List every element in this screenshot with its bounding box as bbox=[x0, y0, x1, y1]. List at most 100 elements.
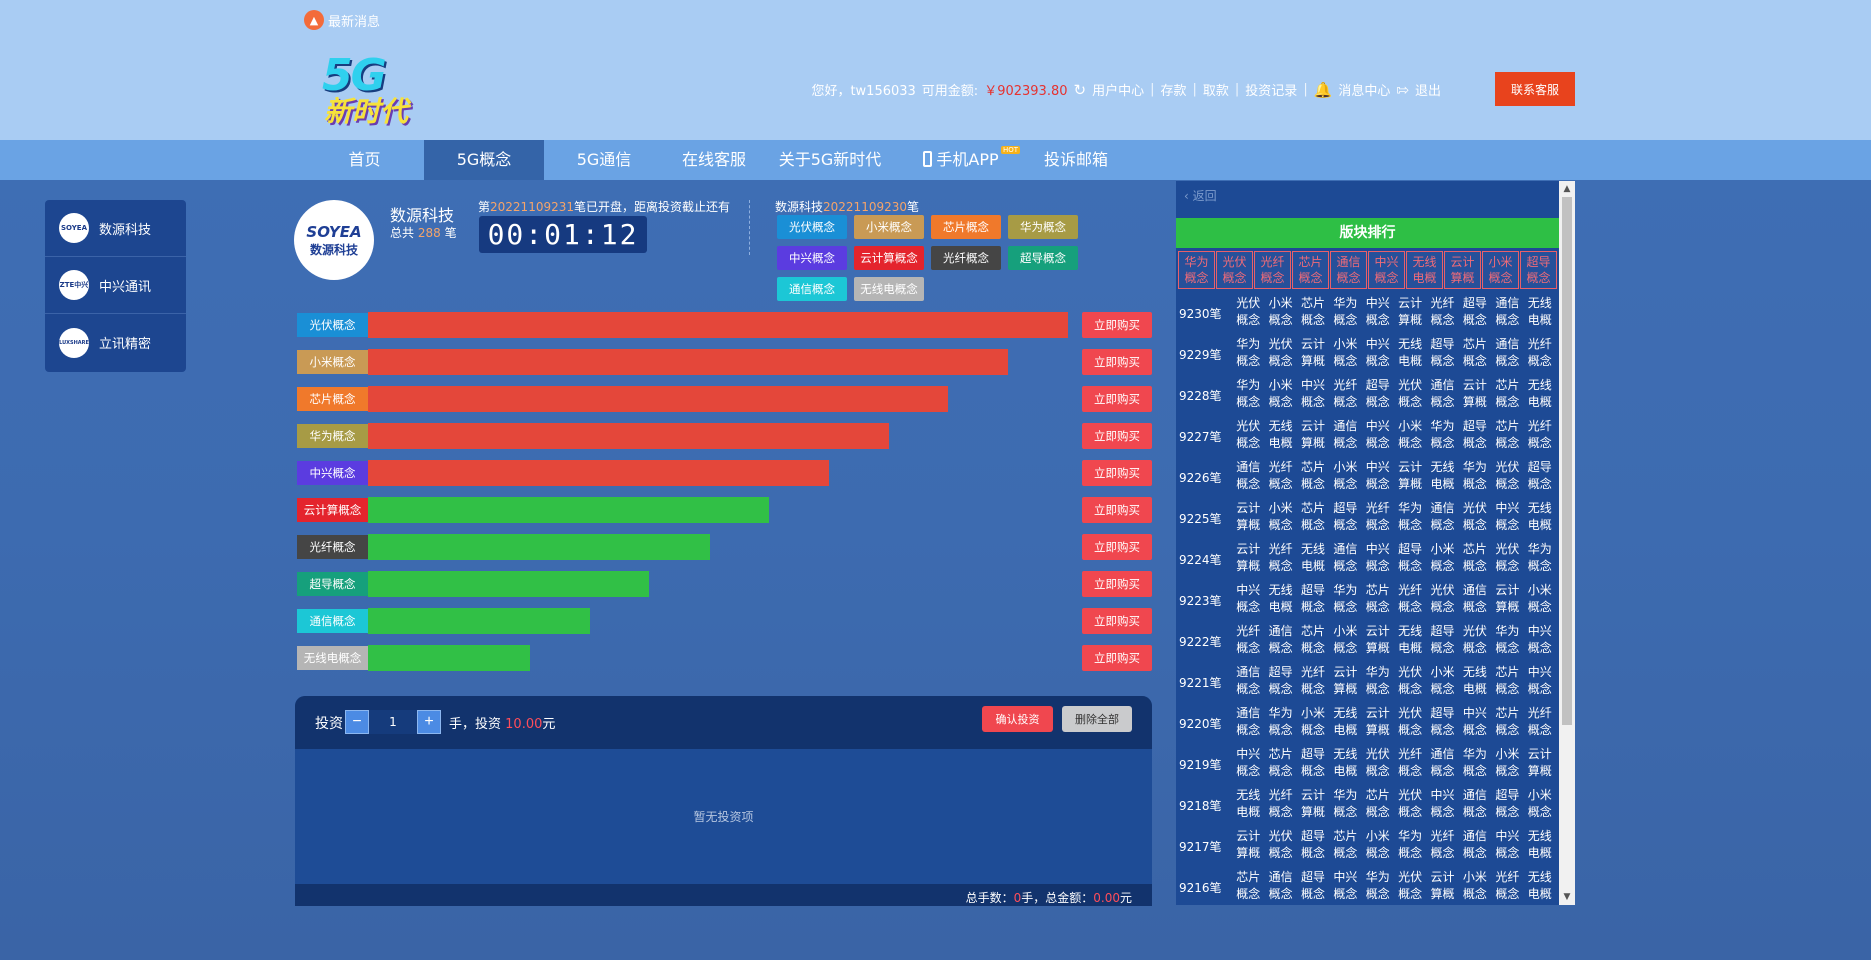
concept-tag[interactable]: 通信概念 bbox=[777, 277, 847, 301]
contact-support-button[interactable]: 联系客服 bbox=[1495, 72, 1575, 106]
message-center-link[interactable]: 消息中心 bbox=[1338, 84, 1391, 99]
withdraw-link[interactable]: 取款 bbox=[1202, 84, 1229, 99]
ranking-cell: 小米 概念 bbox=[1527, 788, 1552, 819]
nav-mobile-app[interactable]: 手机APP HOT bbox=[896, 140, 1026, 180]
ranking-cell: 小米 概念 bbox=[1430, 542, 1455, 573]
buy-now-button[interactable]: 立即购买 bbox=[1082, 534, 1152, 560]
ranking-cell: 华为 概念 bbox=[1398, 501, 1423, 532]
concept-bar bbox=[368, 386, 948, 412]
quantity-input[interactable] bbox=[369, 710, 417, 734]
site-logo[interactable]: 5G 新时代 bbox=[322, 50, 432, 128]
concept-tag[interactable]: 云计算概念 bbox=[854, 246, 924, 270]
sidebar-item-zte[interactable]: ZTE中兴 中兴通讯 bbox=[45, 257, 186, 314]
ranking-cell: 超导 概念 bbox=[1365, 378, 1390, 409]
concept-bar-label: 云计算概念 bbox=[297, 498, 368, 522]
ranking-cell: 芯片 概念 bbox=[1300, 501, 1325, 532]
sidebar-item-label: 中兴通讯 bbox=[99, 279, 152, 295]
ranking-row: 9217笔 云计 算概 光伏 概念 超导 概念 芯片 概念 小米 概念 华为 概念 光纤 概念… bbox=[1176, 826, 1559, 867]
main-nav: 首页 5G概念 5G通信 在线客服 关于5G新时代 手机APP HOT 投诉邮箱 bbox=[0, 140, 1871, 180]
buy-now-button[interactable]: 立即购买 bbox=[1082, 497, 1152, 523]
deposit-link[interactable]: 存款 bbox=[1160, 84, 1187, 99]
invest-footer: 总手数：0手，总金额：0.00元 bbox=[295, 884, 1152, 906]
concept-tag[interactable]: 超导概念 bbox=[1008, 246, 1078, 270]
ranking-cell: 通信 概念 bbox=[1236, 460, 1261, 491]
ranking-cell: 光纤 概念 bbox=[1398, 747, 1423, 778]
sidebar-item-soyea[interactable]: SOYEA 数源科技 bbox=[45, 200, 186, 257]
ranking-cell: 光伏 概念 bbox=[1268, 829, 1293, 860]
ranking-cell: 中兴 概念 bbox=[1365, 337, 1390, 368]
buy-now-button[interactable]: 立即购买 bbox=[1082, 645, 1152, 671]
ranking-cell: 无线 电概 bbox=[1236, 788, 1261, 819]
ranking-cell: 无线 电概 bbox=[1527, 296, 1552, 327]
ranking-cell: 云计 算概 bbox=[1398, 460, 1423, 491]
total-count: 288 bbox=[417, 226, 441, 240]
scroll-up-icon[interactable]: ▲ bbox=[1563, 184, 1571, 194]
ranking-row: 9223笔 中兴 概念 无线 电概 超导 概念 华为 概念 芯片 概念 光纤 概念 光伏 概念… bbox=[1176, 580, 1559, 621]
nav-home[interactable]: 首页 bbox=[348, 150, 381, 169]
nav-online-support[interactable]: 在线客服 bbox=[681, 150, 746, 169]
ranking-scrollbar[interactable]: ▲ ▼ bbox=[1559, 181, 1575, 905]
buy-now-button[interactable]: 立即购买 bbox=[1082, 608, 1152, 634]
logout-icon: ⇰ bbox=[1396, 80, 1409, 99]
ranking-cell: 华为 概念 bbox=[1236, 378, 1261, 409]
concept-tag[interactable]: 光纤概念 bbox=[931, 246, 1001, 270]
ranking-cell: 中兴 概念 bbox=[1333, 870, 1358, 901]
nav-5g-communication[interactable]: 5G通信 bbox=[576, 150, 632, 169]
ranking-cell: 光伏 概念 bbox=[1398, 706, 1423, 737]
concept-tag[interactable]: 光伏概念 bbox=[777, 215, 847, 239]
ranking-cell: 光纤 概念 bbox=[1236, 624, 1261, 655]
invest-summary: 总手数：0手，总金额：0.00元 bbox=[965, 891, 1132, 905]
buy-now-button[interactable]: 立即购买 bbox=[1082, 312, 1152, 338]
concept-tag[interactable]: 小米概念 bbox=[854, 215, 924, 239]
ranking-cell: 超导 概念 bbox=[1300, 829, 1325, 860]
nav-about[interactable]: 关于5G新时代 bbox=[778, 150, 882, 169]
buy-now-button[interactable]: 立即购买 bbox=[1082, 460, 1152, 486]
ranking-cell: 芯片 概念 bbox=[1495, 419, 1520, 450]
soyea-logo: SOYEA bbox=[59, 213, 89, 243]
sidebar-item-luxshare[interactable]: LUXSHARE 立讯精密 bbox=[45, 314, 186, 371]
buy-now-button[interactable]: 立即购买 bbox=[1082, 349, 1152, 375]
increase-button[interactable]: + bbox=[417, 710, 441, 734]
back-link[interactable]: ‹ 返回 bbox=[1184, 189, 1217, 203]
ranking-cell: 中兴 概念 bbox=[1462, 706, 1487, 737]
empty-investments: 暂无投资项 bbox=[693, 810, 754, 824]
decrease-button[interactable]: − bbox=[345, 710, 369, 734]
scroll-down-icon[interactable]: ▼ bbox=[1563, 892, 1571, 902]
buy-now-button[interactable]: 立即购买 bbox=[1082, 423, 1152, 449]
concept-tag[interactable]: 无线电概念 bbox=[854, 277, 924, 301]
ranking-cell: 无线 电概 bbox=[1527, 378, 1552, 409]
latest-news[interactable]: ▲ 最新消息 bbox=[304, 10, 380, 30]
ranking-cell: 光纤 概念 bbox=[1268, 788, 1293, 819]
confirm-investment-button[interactable]: 确认投资 bbox=[982, 706, 1053, 732]
nav-complaint-email[interactable]: 投诉邮箱 bbox=[1043, 150, 1108, 169]
ranking-row: 9216笔 芯片 概念 通信 概念 超导 概念 中兴 概念 华为 概念 光伏 概念 云计 算概… bbox=[1176, 867, 1559, 905]
concept-tag[interactable]: 华为概念 bbox=[1008, 215, 1078, 239]
ranking-cell: 华为 概念 bbox=[1333, 788, 1358, 819]
nav-5g-concept[interactable]: 5G概念 bbox=[424, 140, 544, 180]
ranking-cell: 无线 电概 bbox=[1527, 829, 1552, 860]
concept-bar bbox=[368, 460, 829, 486]
concept-tag[interactable]: 中兴概念 bbox=[777, 246, 847, 270]
ranking-cell: 光伏 概念 bbox=[1462, 501, 1487, 532]
logout-link[interactable]: 退出 bbox=[1414, 84, 1441, 99]
concept-bar-row: 通信概念 立即购买 bbox=[297, 608, 1152, 634]
delete-all-button[interactable]: 删除全部 bbox=[1062, 706, 1132, 732]
user-center-link[interactable]: 用户中心 bbox=[1092, 84, 1145, 99]
ranking-cell: 通信 概念 bbox=[1268, 624, 1293, 655]
ranking-row: 9221笔 通信 概念 超导 概念 光纤 概念 云计 算概 华为 概念 光伏 概念 小米 概念… bbox=[1176, 662, 1559, 703]
ranking-row: 9224笔 云计 算概 光纤 概念 无线 电概 通信 概念 中兴 概念 超导 概念 小米 概念… bbox=[1176, 539, 1559, 580]
scroll-thumb[interactable] bbox=[1562, 197, 1572, 725]
investment-records-link[interactable]: 投资记录 bbox=[1245, 84, 1298, 99]
ranking-period: 9222笔 bbox=[1179, 635, 1222, 649]
refresh-icon[interactable]: ↻ bbox=[1073, 80, 1087, 99]
concept-tag[interactable]: 芯片概念 bbox=[931, 215, 1001, 239]
buy-now-button[interactable]: 立即购买 bbox=[1082, 571, 1152, 597]
ranking-cell: 超导 概念 bbox=[1300, 583, 1325, 614]
ranking-period: 9230笔 bbox=[1179, 307, 1222, 321]
nav-mobile-app-label: 手机APP bbox=[936, 150, 999, 169]
buy-now-button[interactable]: 立即购买 bbox=[1082, 386, 1152, 412]
megaphone-icon: ▲ bbox=[304, 10, 324, 30]
ranking-cell: 无线 电概 bbox=[1268, 419, 1293, 450]
ranking-cell: 中兴 概念 bbox=[1236, 583, 1261, 614]
balance-label: 可用金额: bbox=[921, 84, 979, 99]
